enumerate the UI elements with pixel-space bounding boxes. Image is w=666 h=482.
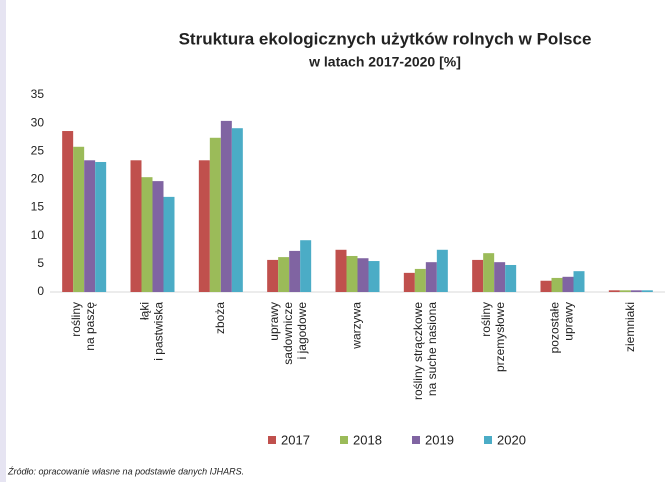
x-tick-label: zboża <box>213 302 227 334</box>
bar <box>209 137 221 292</box>
x-tick-line: przemysłowe <box>493 302 507 372</box>
bar <box>62 131 74 292</box>
legend-swatch <box>412 436 420 444</box>
x-tick-line: uprawy <box>562 302 576 341</box>
bar <box>163 196 175 292</box>
legend-swatch <box>484 436 492 444</box>
edge <box>0 0 6 482</box>
bar <box>540 280 552 292</box>
bar <box>289 250 301 292</box>
bar <box>231 128 243 292</box>
x-tick-line: sadownicze <box>281 302 295 365</box>
y-tick-label: 10 <box>31 228 45 242</box>
bar <box>300 240 312 292</box>
bar <box>220 120 232 293</box>
bar <box>335 249 347 292</box>
x-tick-label: rośliny strączkowena suche nasiona <box>411 302 439 400</box>
y-tick-label: 5 <box>37 256 44 270</box>
y-tick-label: 25 <box>31 143 45 157</box>
x-tick-line: ziemniaki <box>623 302 637 352</box>
x-tick-label: uprawysadowniczei jagodowe <box>267 302 309 365</box>
x-tick-line: na paszę <box>83 302 97 351</box>
bar <box>403 272 415 292</box>
legend-label: 2020 <box>497 432 526 447</box>
legend-label: 2017 <box>281 432 310 447</box>
bar <box>562 276 574 292</box>
x-tick-line: rośliny <box>69 302 83 337</box>
bar <box>573 271 585 292</box>
y-tick-label: 0 <box>37 284 44 298</box>
bar <box>73 146 85 292</box>
bar <box>198 160 210 292</box>
bar <box>346 255 358 292</box>
bar <box>483 253 495 292</box>
y-tick-label: 30 <box>31 115 45 129</box>
x-tick-line: i jagodowe <box>295 302 309 360</box>
x-tick-label: ziemniaki <box>623 302 637 352</box>
x-tick-label: pozostałeuprawy <box>548 302 576 354</box>
bar <box>641 290 653 292</box>
bar <box>357 258 369 292</box>
bar <box>505 264 517 292</box>
bar <box>619 290 631 292</box>
bar <box>436 249 448 292</box>
bar <box>152 181 164 292</box>
bar <box>278 257 290 292</box>
legend-label: 2018 <box>353 432 382 447</box>
legend-swatch <box>268 436 276 444</box>
x-tick-line: zboża <box>213 302 227 334</box>
bar <box>608 290 620 292</box>
x-tick-label: roślinyprzemysłowe <box>479 302 507 372</box>
x-tick-line: uprawy <box>267 302 281 341</box>
x-tick-line: pozostałe <box>548 302 562 354</box>
x-tick-line: na suche nasiona <box>425 302 439 396</box>
chart-subtitle: w latach 2017-2020 [%] <box>308 54 461 70</box>
legend-label: 2019 <box>425 432 454 447</box>
bar <box>267 259 279 292</box>
x-tick-line: łąki <box>138 302 152 320</box>
x-tick-line: rośliny strączkowe <box>411 302 425 400</box>
x-tick-label: warzywa <box>350 302 364 350</box>
x-tick-line: rośliny <box>479 302 493 337</box>
bar <box>494 262 506 292</box>
bar <box>130 160 142 292</box>
bar <box>425 262 437 292</box>
bar <box>630 290 642 292</box>
y-tick-label: 15 <box>31 200 45 214</box>
x-tick-label: łąkii pastwiska <box>138 302 166 361</box>
x-tick-line: i pastwiska <box>152 302 166 361</box>
bar <box>472 259 484 292</box>
bar <box>84 160 96 292</box>
y-tick-label: 35 <box>31 87 45 101</box>
x-tick-label: roślinyna paszę <box>69 302 97 351</box>
chart-title: Struktura ekologicznych użytków rolnych … <box>179 29 592 48</box>
bar <box>551 277 563 292</box>
bar <box>141 177 153 292</box>
legend-swatch <box>340 436 348 444</box>
y-tick-label: 20 <box>31 172 45 186</box>
bar <box>95 161 107 292</box>
bar <box>414 268 426 292</box>
source-note: Źródło: opracowanie własne na podstawie … <box>7 466 244 476</box>
x-tick-line: warzywa <box>350 302 364 350</box>
bar <box>368 261 380 292</box>
